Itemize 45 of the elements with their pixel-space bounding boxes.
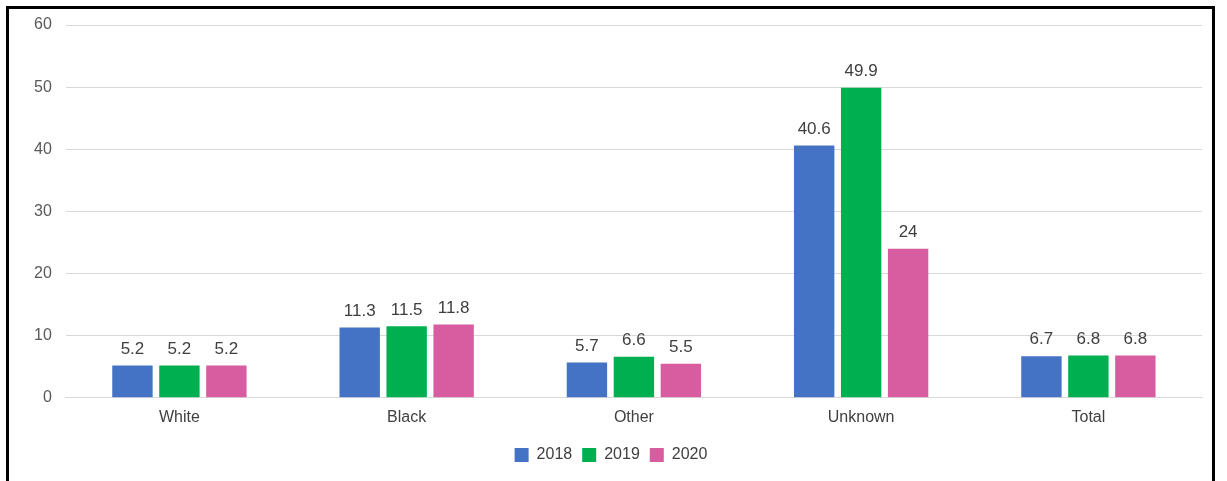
x-tick-label: Unknown bbox=[827, 407, 895, 425]
y-tick-label: 10 bbox=[34, 326, 52, 344]
data-label: 11.8 bbox=[437, 297, 470, 317]
bar bbox=[613, 356, 655, 398]
bar bbox=[1021, 356, 1062, 398]
data-label: 6.7 bbox=[1029, 329, 1054, 349]
data-label: 5.2 bbox=[167, 338, 192, 358]
bar bbox=[566, 362, 608, 398]
bar bbox=[1068, 355, 1109, 398]
bar bbox=[660, 363, 702, 398]
y-tick-label: 40 bbox=[34, 139, 52, 157]
bar bbox=[433, 324, 474, 398]
data-label: 11.3 bbox=[343, 300, 376, 320]
data-label: 24 bbox=[898, 221, 918, 241]
bar bbox=[339, 327, 380, 398]
data-label: 49.9 bbox=[844, 60, 878, 80]
bar bbox=[1115, 355, 1156, 398]
x-tick-label: Other bbox=[613, 407, 655, 425]
bar bbox=[840, 87, 882, 398]
legend-label: 2020 bbox=[671, 445, 708, 463]
data-label: 5.2 bbox=[120, 338, 145, 358]
bar bbox=[793, 145, 835, 398]
x-tick-label: Total bbox=[1071, 407, 1106, 425]
data-label: 6.6 bbox=[622, 329, 646, 349]
x-tick-label: Black bbox=[387, 407, 428, 425]
bar bbox=[386, 326, 427, 398]
y-tick-label: 60 bbox=[34, 15, 52, 33]
bar bbox=[159, 365, 200, 398]
data-label: 5.5 bbox=[669, 336, 693, 356]
bar bbox=[112, 365, 153, 398]
legend-label: 2019 bbox=[604, 445, 640, 463]
data-label: 6.8 bbox=[1123, 328, 1148, 348]
data-label: 40.6 bbox=[797, 118, 831, 138]
y-tick-label: 30 bbox=[34, 201, 52, 219]
x-tick-label: White bbox=[158, 407, 200, 425]
y-tick-label: 50 bbox=[34, 77, 52, 95]
bar bbox=[206, 365, 247, 398]
data-label: 5.7 bbox=[575, 335, 599, 355]
y-tick-label: 0 bbox=[42, 388, 52, 406]
data-label: 5.2 bbox=[214, 338, 239, 358]
data-label: 6.8 bbox=[1076, 328, 1101, 348]
legend-label: 2018 bbox=[536, 445, 573, 463]
bar bbox=[887, 248, 929, 398]
data-label: 11.5 bbox=[390, 299, 423, 319]
y-tick-label: 20 bbox=[34, 263, 52, 281]
